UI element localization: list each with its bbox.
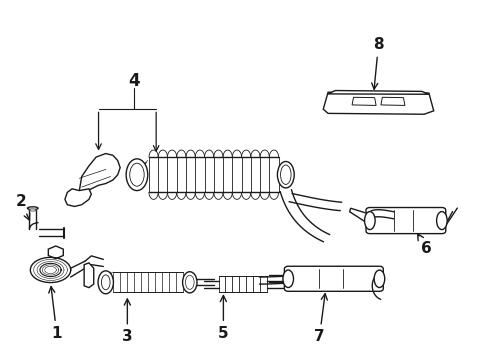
Text: 1: 1 [49, 287, 62, 341]
Ellipse shape [126, 159, 148, 190]
Text: 7: 7 [314, 294, 327, 345]
Text: 4: 4 [128, 72, 140, 90]
Ellipse shape [130, 163, 144, 186]
Ellipse shape [98, 271, 113, 294]
FancyBboxPatch shape [366, 207, 446, 234]
Ellipse shape [374, 270, 385, 288]
Text: 8: 8 [371, 37, 384, 89]
Text: 2: 2 [15, 194, 30, 220]
Polygon shape [79, 154, 120, 192]
Text: 3: 3 [122, 299, 133, 345]
Polygon shape [350, 208, 370, 225]
Polygon shape [381, 97, 405, 105]
Polygon shape [328, 90, 429, 94]
Polygon shape [49, 246, 63, 259]
Ellipse shape [437, 212, 447, 230]
Polygon shape [84, 263, 94, 288]
Text: 6: 6 [417, 234, 432, 256]
Text: 5: 5 [218, 296, 229, 341]
Ellipse shape [277, 162, 294, 188]
FancyBboxPatch shape [284, 266, 383, 291]
Ellipse shape [101, 275, 110, 290]
Ellipse shape [183, 272, 197, 293]
Polygon shape [323, 92, 434, 114]
Ellipse shape [281, 165, 291, 184]
Ellipse shape [27, 207, 38, 210]
Ellipse shape [29, 209, 37, 211]
Ellipse shape [185, 275, 194, 289]
Polygon shape [352, 97, 376, 105]
Ellipse shape [365, 212, 375, 230]
Ellipse shape [283, 270, 294, 288]
Polygon shape [65, 189, 91, 207]
